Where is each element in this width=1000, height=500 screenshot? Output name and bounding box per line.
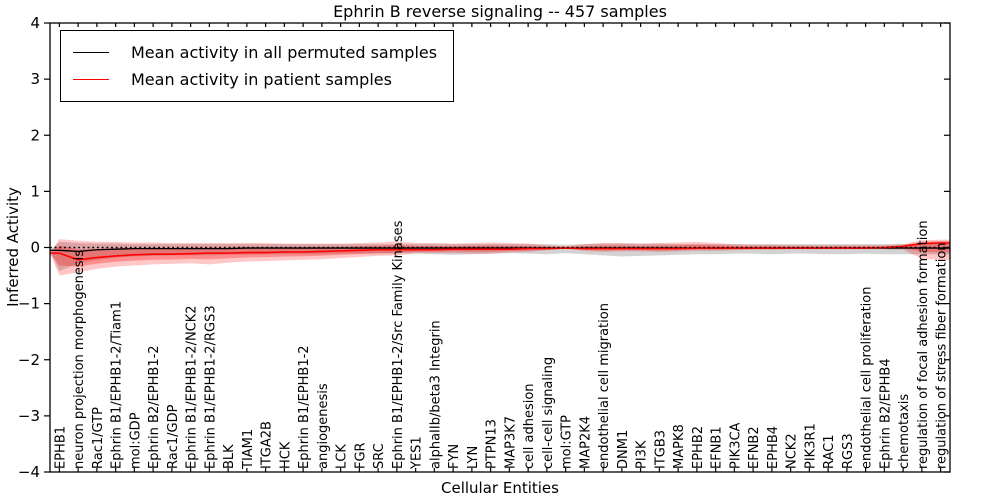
- x-tick-label: PTPN13: [485, 419, 500, 469]
- patient-line-swatch: [73, 79, 109, 80]
- x-tick-label: cell adhesion: [522, 383, 537, 469]
- x-tick-label: endothelial cell proliferation: [860, 287, 875, 470]
- x-tick-label: regulation of focal adhesion formation: [916, 220, 931, 469]
- y-tick-label: −4: [18, 463, 40, 481]
- chart-title: Ephrin B reverse signaling -- 457 sample…: [333, 2, 667, 21]
- x-tick-label: PI3K: [635, 440, 650, 469]
- x-tick-label: endothelial cell migration: [597, 303, 612, 469]
- legend-item-permuted: Mean activity in all permuted samples: [73, 39, 437, 66]
- x-tick-label: EPHB1: [53, 426, 68, 469]
- x-tick-label: FYN: [447, 444, 462, 469]
- y-tick-label: 4: [30, 14, 40, 32]
- x-tick-label: chemotaxis: [897, 394, 912, 469]
- x-tick-label: Rac1/GTP: [91, 407, 106, 469]
- x-tick-label: MAP3K7: [503, 416, 518, 469]
- y-tick-label: 1: [30, 182, 40, 200]
- x-tick-label: mol:GTP: [560, 415, 575, 469]
- x-tick-label: Ephrin B1/EPHB1-2/Src Family Kinases: [391, 220, 406, 469]
- x-tick-label: EPHB2: [691, 426, 706, 469]
- x-tick-label: cell-cell signaling: [541, 357, 556, 469]
- x-tick-label: HCK: [278, 441, 293, 469]
- x-tick-label: Ephrin B1/EPHB1-2/Tiam1: [110, 301, 125, 469]
- x-tick-label: DNM1: [616, 430, 631, 469]
- x-tick-label: Ephrin B2/EPHB4: [878, 358, 893, 469]
- x-tick-label: neuron projection morphogenesis: [72, 250, 87, 469]
- x-tick-label: LYN: [466, 446, 481, 469]
- legend: Mean activity in all permuted samples Me…: [60, 30, 455, 102]
- x-tick-label: Ephrin B1/EPHB1-2/NCK2: [185, 305, 200, 469]
- y-axis-label: Inferred Activity: [4, 187, 22, 307]
- x-tick-label: regulation of stress fiber formation: [935, 242, 950, 469]
- x-tick-label: SRC: [372, 443, 387, 469]
- y-tick-label: −3: [18, 407, 40, 425]
- x-tick-label: PIK3CA: [728, 422, 743, 469]
- x-tick-label: alphaIIb/beta3 Integrin: [428, 320, 443, 469]
- y-tick-label: 0: [30, 239, 40, 257]
- x-tick-label: ITGB3: [653, 430, 668, 469]
- x-tick-label: EPHB4: [766, 426, 781, 469]
- x-tick-label: LCK: [335, 444, 350, 469]
- x-tick-label: RGS3: [841, 433, 856, 469]
- x-tick-label: RAC1: [822, 434, 837, 469]
- x-tick-label: Ephrin B1/EPHB1-2/RGS3: [203, 305, 218, 469]
- x-tick-label: MAP2K4: [578, 416, 593, 469]
- legend-label-permuted: Mean activity in all permuted samples: [131, 43, 438, 62]
- x-tick-label: BLK: [222, 444, 237, 469]
- x-tick-label: YES1: [410, 436, 425, 470]
- legend-item-patient: Mean activity in patient samples: [73, 66, 437, 93]
- x-tick-label: Ephrin B2/EPHB1-2: [147, 345, 162, 469]
- y-tick-label: 2: [30, 126, 40, 144]
- x-tick-label: EFNB2: [747, 426, 762, 469]
- x-tick-label: MAPK8: [672, 424, 687, 469]
- x-tick-label: Rac1/GDP: [166, 404, 181, 469]
- x-tick-label: TIAM1: [241, 429, 256, 470]
- patient-mean-line: [50, 242, 950, 261]
- x-tick-label: PIK3R1: [803, 423, 818, 469]
- legend-label-patient: Mean activity in patient samples: [131, 70, 392, 89]
- x-axis-label: Cellular Entities: [441, 479, 559, 497]
- y-tick-label: 3: [30, 70, 40, 88]
- x-tick-label: FGR: [353, 442, 368, 469]
- x-tick-label: Ephrin B1/EPHB1-2: [297, 345, 312, 469]
- x-tick-label: angiogenesis: [316, 383, 331, 469]
- y-tick-label: −2: [18, 351, 40, 369]
- x-tick-label: ITGA2B: [260, 421, 275, 469]
- permuted-line-swatch: [73, 52, 109, 53]
- y-tick-label: −1: [18, 295, 40, 313]
- permuted-std-band: [50, 241, 950, 272]
- x-tick-label: EFNB1: [710, 426, 725, 469]
- x-tick-label: NCK2: [785, 433, 800, 469]
- x-tick-label: mol:GDP: [128, 412, 143, 469]
